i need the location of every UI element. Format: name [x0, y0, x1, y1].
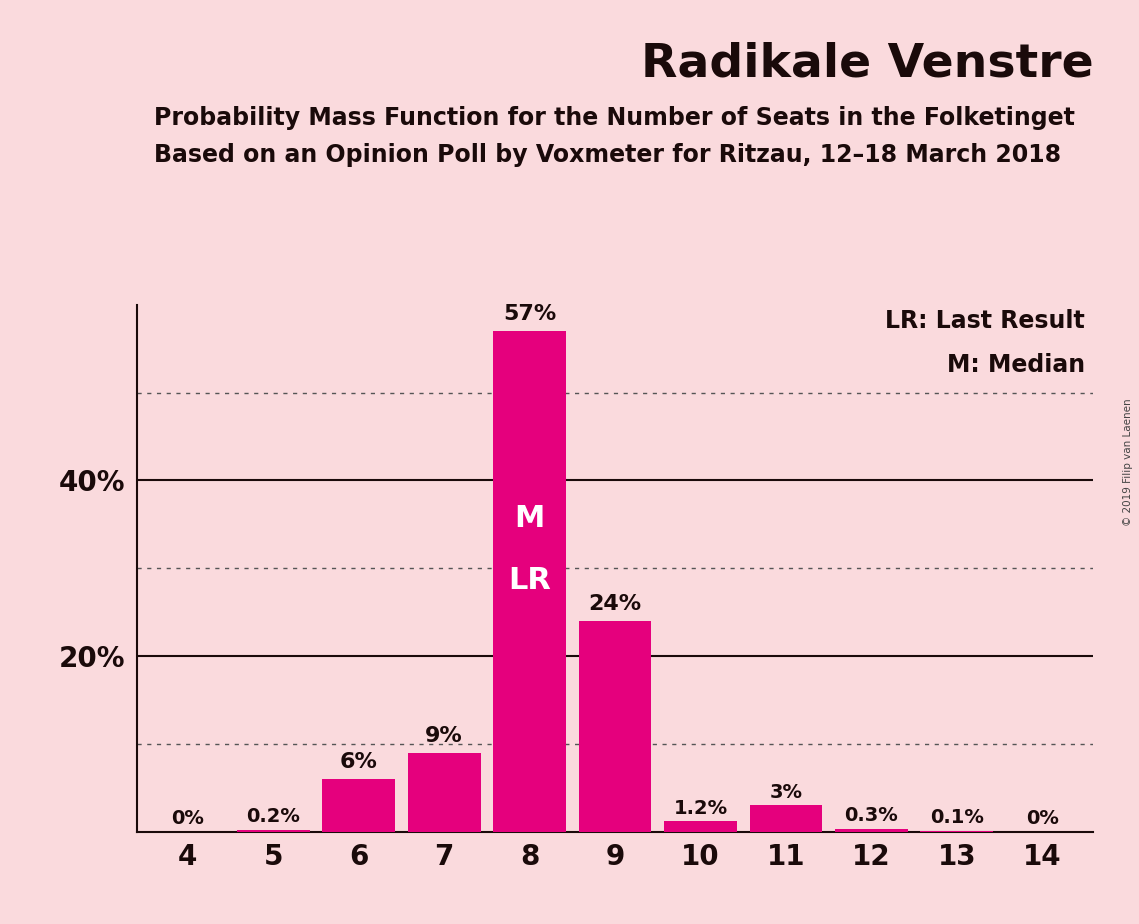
Text: 9%: 9%: [425, 725, 464, 746]
Text: Probability Mass Function for the Number of Seats in the Folketinget: Probability Mass Function for the Number…: [154, 106, 1074, 130]
Bar: [835, 829, 908, 832]
Bar: [493, 332, 566, 832]
Text: M: M: [515, 505, 544, 533]
Text: 1.2%: 1.2%: [673, 798, 728, 818]
Text: 6%: 6%: [339, 752, 378, 772]
Text: 0%: 0%: [1026, 809, 1058, 828]
Text: 57%: 57%: [503, 304, 556, 324]
Text: Radikale Venstre: Radikale Venstre: [641, 42, 1093, 87]
Text: Based on an Opinion Poll by Voxmeter for Ritzau, 12–18 March 2018: Based on an Opinion Poll by Voxmeter for…: [154, 143, 1060, 167]
Text: LR: Last Result: LR: Last Result: [885, 310, 1084, 334]
Text: © 2019 Filip van Laenen: © 2019 Filip van Laenen: [1123, 398, 1133, 526]
Bar: [408, 752, 481, 832]
Bar: [664, 821, 737, 832]
Text: LR: LR: [508, 565, 551, 595]
Text: 24%: 24%: [589, 594, 641, 614]
Text: 3%: 3%: [770, 783, 802, 802]
Bar: [579, 621, 652, 832]
Bar: [749, 805, 822, 832]
Bar: [237, 830, 310, 832]
Text: 0.1%: 0.1%: [929, 808, 984, 827]
Text: M: Median: M: Median: [947, 353, 1084, 377]
Bar: [322, 779, 395, 832]
Text: 0.2%: 0.2%: [246, 808, 301, 826]
Text: 0.3%: 0.3%: [844, 807, 899, 825]
Text: 0%: 0%: [172, 809, 204, 828]
